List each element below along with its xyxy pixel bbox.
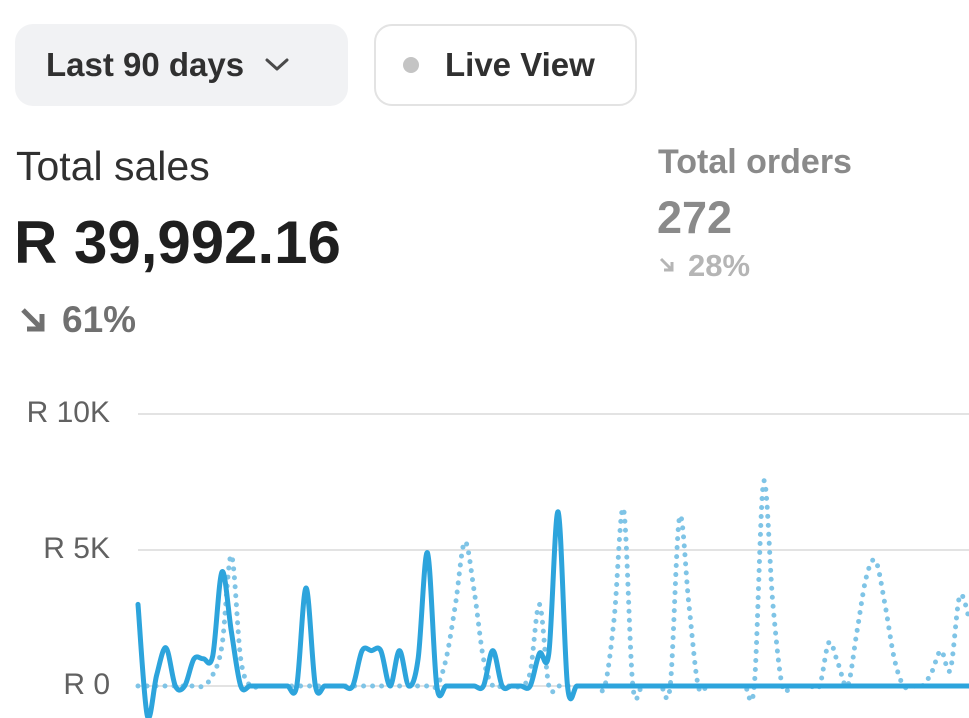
y-tick-label: R 10K [27,396,110,429]
metric-change: 28% [688,248,751,283]
metric-value: R 39,992.16 [14,209,341,276]
live-view-label: Live View [445,46,595,83]
metric-label: Total sales [16,143,210,189]
metric-change: 61% [62,299,137,340]
y-tick-label: R 0 [63,668,110,701]
sales-line [135,509,969,718]
y-tick-label: R 5K [43,532,110,565]
date-range-label: Last 90 days [46,46,245,83]
date-range-button[interactable]: Last 90 days [15,24,348,106]
metric-value: 272 [657,192,733,243]
down-arrow-icon [21,308,45,332]
live-view-button[interactable]: Live View [374,24,637,106]
down-arrow-icon [659,257,674,272]
status-dot [403,57,419,73]
metric-label: Total orders [658,143,852,181]
chevron-icon [265,58,289,71]
